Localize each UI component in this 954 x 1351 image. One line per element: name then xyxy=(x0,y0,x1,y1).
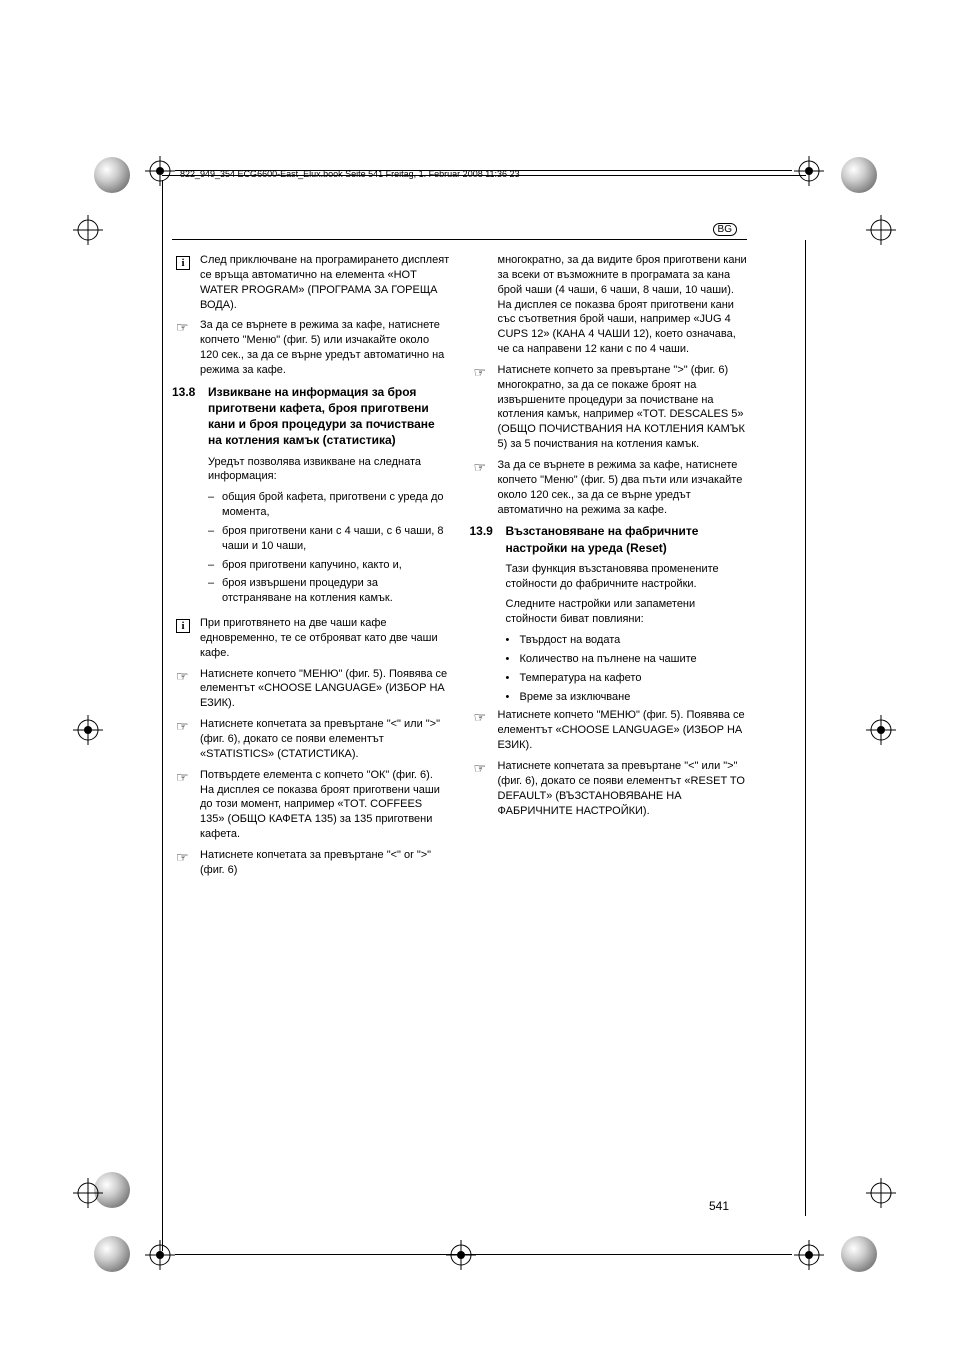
reg-sphere-bl xyxy=(94,1236,130,1272)
para-hand-1: ☞ За да се върнете в режима за кафе, нат… xyxy=(172,318,450,377)
page-number: 541 xyxy=(709,1199,729,1213)
list-item-r2: • Количество на пълнене на чашите xyxy=(470,652,748,667)
section-title: Извикване на информация за броя приготве… xyxy=(208,384,450,449)
list-item-r1: • Твърдост на водата xyxy=(470,633,748,648)
dash-marker: – xyxy=(208,490,222,520)
top-border xyxy=(172,239,747,240)
list-item-1: – общия брой кафета, приготвени с уреда … xyxy=(172,490,450,520)
hand-icon: ☞ xyxy=(172,318,200,377)
decor-vline-right xyxy=(805,240,806,1216)
text: Потвърдете елемента с копчето "ОК" (фиг.… xyxy=(200,768,450,842)
para-hand-r2: ☞ За да се върнете в режима за кафе, нат… xyxy=(470,458,748,517)
text: Натиснете копчетата за превъртане "<" ил… xyxy=(200,717,450,762)
hand-icon: ☞ xyxy=(172,848,200,878)
bullet-marker: • xyxy=(506,671,520,686)
reg-sphere-tl xyxy=(94,157,130,193)
info-icon: i xyxy=(176,619,190,633)
list-item-4: – броя извършени процедури за отстранява… xyxy=(172,576,450,606)
text: многократно, за да видите броя приготвен… xyxy=(498,253,748,357)
regmark-mr xyxy=(866,715,896,745)
decor-vline-left xyxy=(162,180,163,1251)
para-hand-5: ☞ Натиснете копчетата за превъртане "<" … xyxy=(172,848,450,878)
reg-sphere-tr xyxy=(841,157,877,193)
text: Натиснете копчето "МЕНЮ" (фиг. 5). Появя… xyxy=(200,667,450,712)
para-hand-2: ☞ Натиснете копчето "МЕНЮ" (фиг. 5). Поя… xyxy=(172,667,450,712)
para-info-2: i При приготвянето на две чаши кафе едно… xyxy=(172,616,450,661)
list-text: общия брой кафета, приготвени с уреда до… xyxy=(222,490,450,520)
text: Натиснете копчето "МЕНЮ" (фиг. 5). Появя… xyxy=(498,708,748,753)
regmark-t-inner-r xyxy=(794,156,824,186)
text: След приключване на програмирането диспл… xyxy=(200,253,450,312)
text: Натиснете копчето за превъртане ">" (фиг… xyxy=(498,363,748,452)
hand-icon: ☞ xyxy=(172,768,200,842)
para-3: Уредът позволява извикване на следната и… xyxy=(172,455,450,485)
content-columns: i След приключване на програмирането дис… xyxy=(172,253,747,884)
list-text: броя извършени процедури за отстраняване… xyxy=(222,576,450,606)
section-title: Възстановяване на фабричните настройки н… xyxy=(506,523,748,555)
para-r5: Следните настройки или запаметени стойно… xyxy=(470,597,748,627)
text: Натиснете копчетата за превъртане "<" or… xyxy=(200,848,450,878)
text: За да се върнете в режима за кафе, натис… xyxy=(200,318,450,377)
dash-marker: – xyxy=(208,558,222,573)
section-139-heading: 13.9 Възстановяване на фабричните настро… xyxy=(470,523,748,555)
header-meta: 822_949_354 ECG6600-East_Elux.book Seite… xyxy=(180,169,520,179)
para-r4: Тази функция възстановява променените ст… xyxy=(470,562,748,592)
text: При приготвянето на две чаши кафе едновр… xyxy=(200,616,450,661)
regmark-br xyxy=(866,1178,896,1208)
column-left: i След приключване на програмирането дис… xyxy=(172,253,450,884)
regmark-b-inner-r xyxy=(794,1240,824,1270)
dash-marker: – xyxy=(208,576,222,606)
hand-icon: ☞ xyxy=(470,458,498,517)
dash-marker: – xyxy=(208,524,222,554)
hand-icon: ☞ xyxy=(470,759,498,818)
para-cont-1: многократно, за да видите броя приготвен… xyxy=(470,253,748,357)
page-container: 822_949_354 ECG6600-East_Elux.book Seite… xyxy=(172,145,747,1225)
para-hand-r3: ☞ Натиснете копчето "МЕНЮ" (фиг. 5). Поя… xyxy=(470,708,748,753)
bullet-marker: • xyxy=(506,690,520,705)
regmark-bl xyxy=(73,1178,103,1208)
reg-sphere-br xyxy=(841,1236,877,1272)
text: За да се върнете в режима за кафе, натис… xyxy=(498,458,748,517)
list-item-r3: • Температура на кафето xyxy=(470,671,748,686)
section-138-heading: 13.8 Извикване на информация за броя при… xyxy=(172,384,450,449)
regmark-ml xyxy=(73,715,103,745)
bullet-marker: • xyxy=(506,652,520,667)
text: Натиснете копчетата за превъртане "<" ил… xyxy=(498,759,748,818)
info-icon: i xyxy=(176,256,190,270)
para-info-1: i След приключване на програмирането дис… xyxy=(172,253,450,312)
para-hand-3: ☞ Натиснете копчетата за превъртане "<" … xyxy=(172,717,450,762)
regmark-t-inner-l xyxy=(145,156,175,186)
list-item-3: – броя приготвени капучино, както и, xyxy=(172,558,450,573)
list-text: Температура на кафето xyxy=(520,671,748,686)
regmark-b-center xyxy=(446,1240,476,1270)
regmark-tr xyxy=(866,215,896,245)
hand-icon: ☞ xyxy=(172,667,200,712)
language-badge: BG xyxy=(713,223,737,236)
section-number: 13.8 xyxy=(172,384,208,449)
list-item-r4: • Време за изключване xyxy=(470,690,748,705)
hand-icon: ☞ xyxy=(172,717,200,762)
list-text: Количество на пълнене на чашите xyxy=(520,652,748,667)
regmark-tl xyxy=(73,215,103,245)
list-text: броя приготвени кани с 4 чаши, с 6 чаши,… xyxy=(222,524,450,554)
hand-icon: ☞ xyxy=(470,708,498,753)
section-number: 13.9 xyxy=(470,523,506,555)
list-text: броя приготвени капучино, както и, xyxy=(222,558,450,573)
bullet-marker: • xyxy=(506,633,520,648)
list-text: Време за изключване xyxy=(520,690,748,705)
list-item-2: – броя приготвени кани с 4 чаши, с 6 чаш… xyxy=(172,524,450,554)
para-hand-4: ☞ Потвърдете елемента с копчето "ОК" (фи… xyxy=(172,768,450,842)
list-text: Твърдост на водата xyxy=(520,633,748,648)
column-right: многократно, за да видите броя приготвен… xyxy=(470,253,748,884)
regmark-b-inner-l xyxy=(145,1240,175,1270)
para-hand-r1: ☞ Натиснете копчето за превъртане ">" (ф… xyxy=(470,363,748,452)
hand-icon: ☞ xyxy=(470,363,498,452)
para-hand-r4: ☞ Натиснете копчетата за превъртане "<" … xyxy=(470,759,748,818)
decor-hline-bot xyxy=(175,1254,792,1255)
